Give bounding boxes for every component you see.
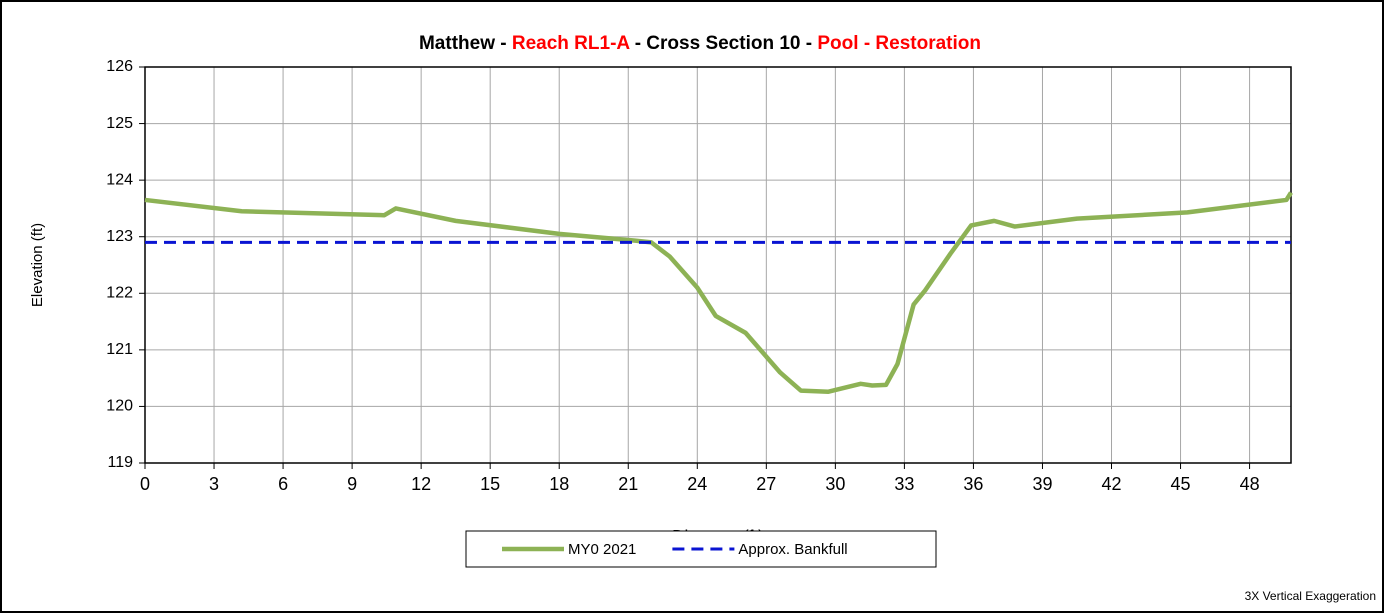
x-tick-label: 27 — [756, 474, 776, 494]
x-tick-label: 3 — [209, 474, 219, 494]
x-tick-label: 39 — [1032, 474, 1052, 494]
x-tick-label: 42 — [1101, 474, 1121, 494]
legend-label: MY0 2021 — [568, 541, 636, 558]
x-tick-label: 6 — [278, 474, 288, 494]
y-tick-label: 124 — [106, 171, 133, 188]
y-tick-label: 126 — [106, 58, 133, 75]
x-tick-label: 24 — [687, 474, 707, 494]
y-tick-label: 119 — [107, 454, 133, 471]
annotation: 3X Vertical Exaggeration — [1245, 589, 1376, 603]
title-part: Pool - Restoration — [817, 33, 981, 54]
series-line — [144, 191, 1293, 394]
x-tick-label: 18 — [549, 474, 569, 494]
plot-area — [144, 66, 1292, 464]
x-tick-label: 48 — [1240, 474, 1260, 494]
y-tick-label: 120 — [106, 398, 133, 415]
x-tick-label: 30 — [825, 474, 845, 494]
x-tick-label: 15 — [480, 474, 500, 494]
y-tick-label: 121 — [106, 341, 133, 358]
title-part: Reach RL1-A — [512, 33, 631, 54]
title-part: Matthew - — [419, 33, 512, 54]
y-tick-label: 123 — [106, 228, 133, 245]
x-tick-label: 0 — [140, 474, 150, 494]
chart-title: Matthew - Reach RL1-A - Cross Section 10… — [419, 33, 981, 54]
x-tick-label: 21 — [618, 474, 638, 494]
x-tick-label: 12 — [411, 474, 431, 494]
x-tick-label: 33 — [894, 474, 914, 494]
x-tick-label: 9 — [347, 474, 357, 494]
y-axis-label: Elevation (ft) — [29, 223, 46, 307]
x-tick-label: 36 — [963, 474, 983, 494]
title-part: - Cross Section 10 - — [629, 33, 817, 54]
y-tick-label: 122 — [106, 285, 133, 302]
x-tick-label: 45 — [1171, 474, 1191, 494]
legend-label: Approx. Bankfull — [738, 541, 847, 558]
y-tick-label: 125 — [106, 115, 133, 132]
